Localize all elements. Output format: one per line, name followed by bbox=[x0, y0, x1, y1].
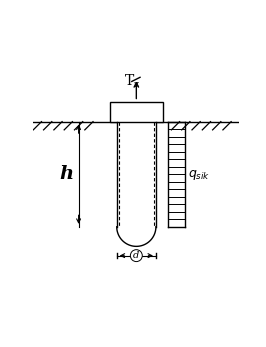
Text: $q_{sik}$: $q_{sik}$ bbox=[188, 168, 210, 182]
Text: d: d bbox=[133, 251, 139, 260]
Polygon shape bbox=[117, 227, 156, 246]
Text: $\mathregular{T_z}$: $\mathregular{T_z}$ bbox=[124, 73, 140, 90]
FancyBboxPatch shape bbox=[117, 122, 156, 227]
Bar bbox=[110, 102, 163, 122]
Text: h: h bbox=[59, 165, 73, 183]
